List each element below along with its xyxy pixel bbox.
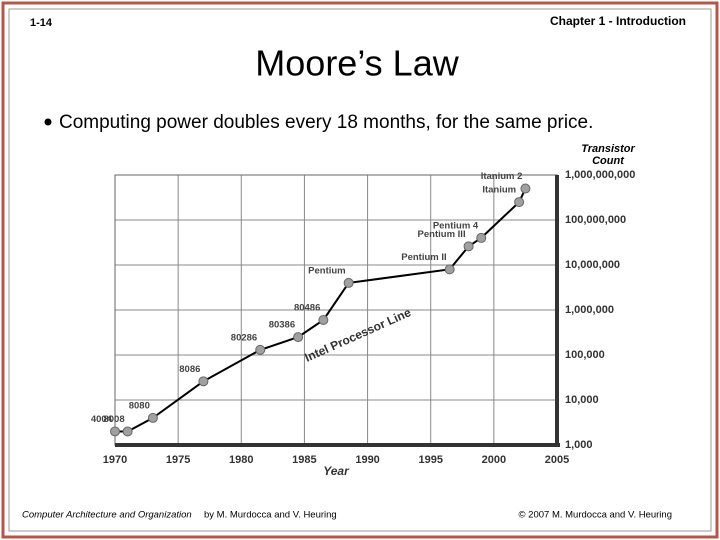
x-tick-label: 1975: [166, 454, 190, 466]
chapter-title: Chapter 1 - Introduction: [550, 14, 686, 28]
footer-authors: by M. Murdocca and V. Heuring: [204, 510, 337, 521]
x-tick-label: 1990: [355, 454, 379, 466]
y-tick-label: 100,000: [565, 349, 605, 361]
data-point: [476, 232, 487, 243]
point-label: Pentium 4: [433, 220, 479, 231]
x-tick-label: 1995: [418, 454, 442, 466]
y-tick-label: 1,000,000,000: [565, 169, 635, 181]
data-point: [198, 376, 209, 387]
data-point: [520, 183, 531, 194]
point-label: Itanium: [482, 185, 516, 196]
footer-book: Computer Architecture and Organization: [22, 510, 192, 521]
point-label: Pentium III: [418, 229, 466, 240]
data-point: [255, 344, 266, 355]
data-point: [463, 241, 474, 252]
x-tick-label: 2000: [482, 454, 506, 466]
point-label: 8080: [129, 400, 150, 411]
y-tick-label: 1,000,000: [565, 304, 614, 316]
x-tick-label: 2005: [545, 454, 569, 466]
footer-copyright: © 2007 M. Murdocca and V. Heuring: [519, 510, 672, 521]
data-point: [318, 314, 329, 325]
point-label: 8086: [179, 364, 200, 375]
annotation: Intel Processor Line: [303, 305, 414, 365]
x-tick-label: 1985: [292, 454, 316, 466]
y-tick-label: 10,000,000: [565, 259, 620, 271]
y-tick-label: 1,000: [565, 439, 593, 451]
x-tick-label: 1970: [103, 454, 127, 466]
y-tick-label: 10,000: [565, 394, 599, 406]
bullet-text: Computing power doubles every 18 months,…: [59, 112, 593, 133]
slide-number: 1-14: [30, 17, 53, 29]
data-point: [293, 332, 304, 343]
point-label: 80386: [269, 320, 295, 331]
data-point: [343, 277, 354, 288]
point-label: 80486: [294, 302, 320, 313]
slide-title: Moore’s Law: [255, 43, 459, 84]
point-label: 4004: [91, 414, 113, 425]
x-axis-title: Year: [323, 464, 350, 478]
data-point: [514, 197, 525, 208]
point-label: Itanium 2: [481, 171, 523, 182]
data-point: [122, 426, 133, 437]
point-label: 8008: [103, 414, 124, 425]
y-axis-title: Transistor Count: [581, 143, 635, 167]
y-tick-label: 100,000,000: [565, 214, 626, 226]
bullet-dot: [44, 118, 52, 126]
point-label: Pentium II: [401, 252, 446, 263]
data-point: [110, 426, 120, 437]
data-point: [147, 412, 158, 423]
slide-inner-border: [8, 8, 712, 532]
point-label: 80286: [231, 332, 257, 343]
data-point: [444, 264, 455, 275]
point-label: Pentium: [308, 265, 345, 276]
x-tick-label: 1980: [229, 454, 253, 466]
